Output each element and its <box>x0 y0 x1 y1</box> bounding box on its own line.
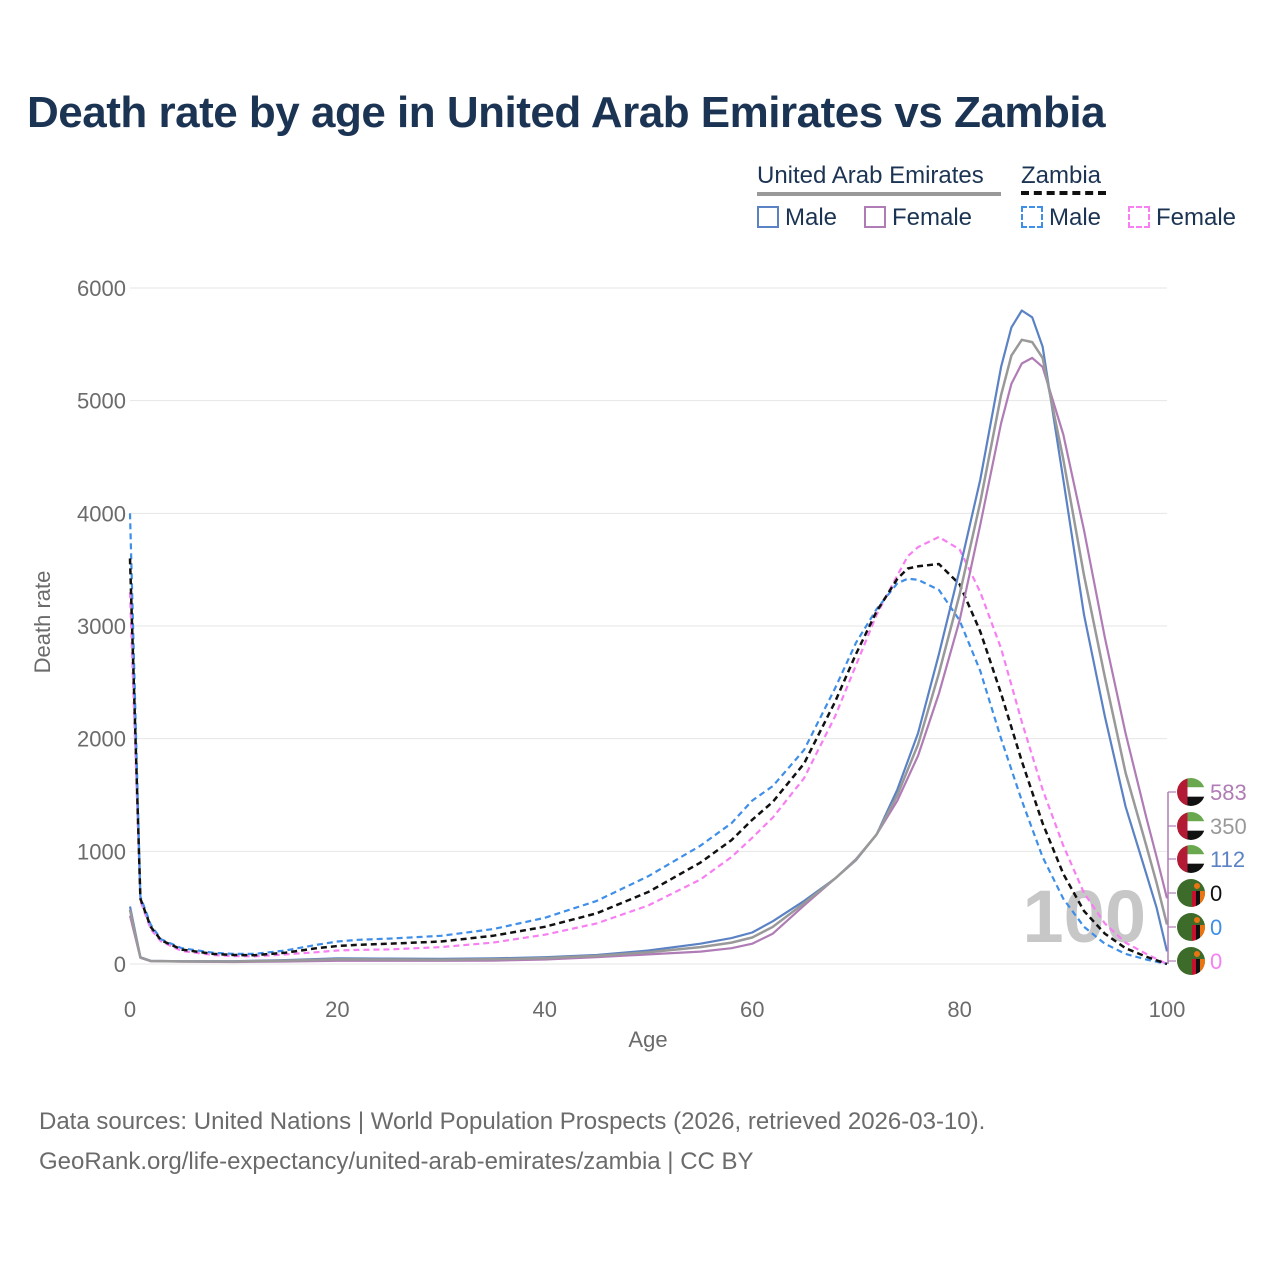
end-value-uae_female: 583 <box>1210 780 1247 805</box>
series-line-uae_male <box>128 309 1169 963</box>
legend-zambia-female-label: Female <box>1156 204 1237 231</box>
legend-uae-female[interactable]: Female <box>864 204 972 232</box>
chart-title: Death rate by age in United Arab Emirate… <box>27 88 1106 137</box>
zambia-flag-icon <box>1177 879 1205 907</box>
legend-zambia-female[interactable]: Female <box>1128 204 1236 232</box>
uae-flag-icon <box>1177 778 1205 806</box>
x-axis-ticks: 0 20 40 60 80 100 <box>124 997 1185 1022</box>
x-tick-label: 40 <box>533 997 557 1022</box>
uae-flag-icon <box>1177 812 1205 840</box>
y-tick-label: 1000 <box>77 839 126 864</box>
legend-zambia-male-swatch <box>1021 206 1043 228</box>
x-tick-label: 80 <box>947 997 971 1022</box>
zambia-flag-icon <box>1177 913 1205 941</box>
x-tick-label: 0 <box>124 997 136 1022</box>
legend-zambia-female-swatch <box>1128 206 1150 228</box>
legend-uae-male-swatch <box>757 206 779 228</box>
legend-uae-bar <box>757 192 1001 196</box>
x-axis-title: Age <box>628 1027 667 1052</box>
legend-zambia-label: Zambia <box>1021 162 1102 189</box>
y-tick-label: 6000 <box>77 276 126 301</box>
current-age-label: 100 <box>1023 875 1146 958</box>
end-value-uae_male: 112 <box>1210 847 1245 872</box>
end-value-zambia_female: 0 <box>1210 949 1222 974</box>
y-axis-title: Death rate <box>30 571 55 674</box>
x-tick-label: 100 <box>1149 997 1186 1022</box>
y-axis-ticks: 0 1000 2000 3000 4000 5000 6000 <box>77 276 126 977</box>
legend-uae-label: United Arab Emirates <box>757 162 984 189</box>
series-lines <box>128 309 1169 966</box>
legend-uae-male-label: Male <box>785 204 838 231</box>
legend-zambia-male-label: Male <box>1049 204 1102 231</box>
end-value-zambia_male: 0 <box>1210 915 1222 940</box>
series-line-uae_female <box>128 356 1169 964</box>
source-line-2[interactable]: GeoRank.org/life-expectancy/united-arab-… <box>39 1148 754 1175</box>
series-line-uae_total <box>128 338 1169 963</box>
y-tick-label: 0 <box>114 952 126 977</box>
legend-zambia-male[interactable]: Male <box>1021 204 1101 232</box>
source-line-1: Data sources: United Nations | World Pop… <box>39 1108 986 1135</box>
y-tick-label: 4000 <box>77 501 126 526</box>
x-tick-label: 20 <box>325 997 349 1022</box>
y-tick-label: 2000 <box>77 727 126 752</box>
uae-flag-icon <box>1177 845 1205 873</box>
x-tick-label: 60 <box>740 997 764 1022</box>
legend-uae-female-label: Female <box>892 204 973 231</box>
legend-uae-male[interactable]: Male <box>757 204 837 232</box>
end-value-uae_total: 350 <box>1210 814 1247 839</box>
series-line-zambia_female <box>128 535 1168 965</box>
legend-uae-female-swatch <box>864 206 886 228</box>
end-value-zambia_total: 0 <box>1210 881 1222 906</box>
end-markers: 583 350 112 0 0 0 <box>1167 778 1247 975</box>
legend-zambia-bar <box>1021 191 1106 195</box>
zambia-flag-icon <box>1177 947 1205 975</box>
series-line-zambia_male <box>128 513 1168 966</box>
y-tick-label: 3000 <box>77 614 126 639</box>
y-tick-label: 5000 <box>77 389 126 414</box>
grid <box>130 287 1167 965</box>
series-line-zambia_total <box>128 558 1168 966</box>
